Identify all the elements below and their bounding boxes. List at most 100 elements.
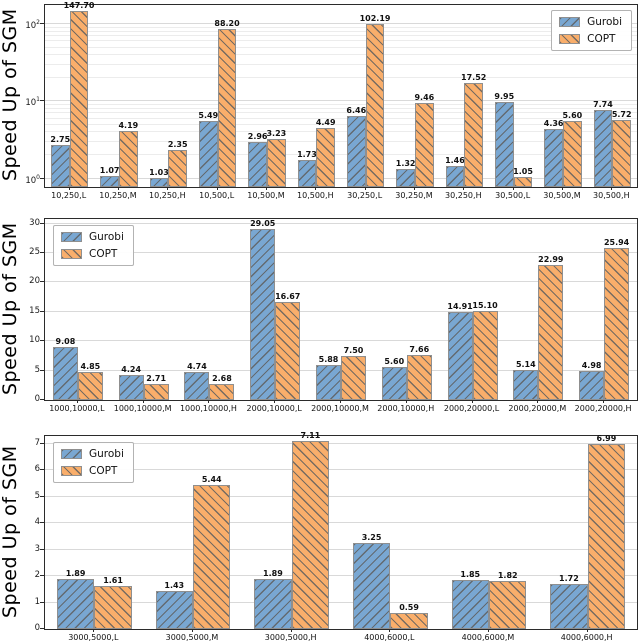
legend: Gurobi COPT xyxy=(551,10,632,51)
y-tick-mark xyxy=(40,399,44,400)
legend-label: Gurobi xyxy=(89,231,124,243)
y-tick-label: 0 xyxy=(34,394,40,404)
x-tick-label: 10,500,L xyxy=(199,191,235,200)
y-tick-mark xyxy=(40,548,44,550)
value-label: 2.35 xyxy=(167,139,188,149)
bar-copt xyxy=(193,485,231,629)
x-tick-mark xyxy=(512,187,514,190)
gridline xyxy=(45,177,637,179)
value-label: 1.73 xyxy=(297,150,317,160)
value-label: 4.36 xyxy=(543,119,564,129)
gridline xyxy=(45,154,637,156)
bar-copt xyxy=(415,103,434,187)
x-tick-label: 2000,10000,L xyxy=(246,404,302,413)
x-tick-label: 10,250,M xyxy=(99,191,137,200)
gridline xyxy=(45,495,637,497)
x-tick-mark xyxy=(216,187,218,190)
gridline xyxy=(45,548,637,550)
bar-gurobi xyxy=(56,579,95,629)
bar-gurobi xyxy=(52,346,78,400)
value-label: 5.60 xyxy=(384,357,405,367)
value-label: 4.19 xyxy=(118,120,139,130)
bar-gurobi xyxy=(447,312,473,400)
x-tick-mark xyxy=(603,400,605,403)
y-tick-label: 102 xyxy=(25,19,40,32)
value-label: 9.95 xyxy=(494,91,515,101)
bar-gurobi xyxy=(118,375,144,400)
gridline xyxy=(45,53,637,55)
bar-gurobi xyxy=(593,109,613,187)
gridline xyxy=(45,601,637,603)
gridline xyxy=(45,340,637,342)
x-tick-label: 1000,10000,L xyxy=(49,404,105,413)
bar-copt xyxy=(143,384,169,400)
x-tick-mark xyxy=(364,187,366,190)
x-tick-label: 4000,6000,L xyxy=(364,633,415,641)
x-tick-label: 10,500,H xyxy=(297,191,334,200)
y-tick-mark xyxy=(40,310,44,312)
value-label: 7.11 xyxy=(300,431,321,441)
y-tick-label: 100 xyxy=(25,173,40,186)
bar-gurobi xyxy=(254,579,292,629)
y-tick-label: 10 xyxy=(29,335,40,346)
legend-swatch-gurobi xyxy=(61,232,82,242)
gridline xyxy=(45,575,637,577)
value-label: 1.85 xyxy=(460,570,481,580)
x-tick-label: 3000,5000,H xyxy=(264,633,317,641)
x-tick-label: 2000,20000,L xyxy=(443,404,500,413)
bar-gurobi xyxy=(198,121,218,187)
bar-copt xyxy=(316,128,336,187)
legend-swatch-gurobi xyxy=(61,449,82,459)
gridline xyxy=(45,26,637,28)
bar-gurobi xyxy=(297,160,317,187)
bar-gurobi xyxy=(396,169,415,187)
value-label: 2.68 xyxy=(212,374,232,384)
y-tick-label: 2 xyxy=(34,570,40,581)
bar-gurobi xyxy=(155,591,193,629)
bar-gurobi xyxy=(352,543,391,629)
value-label: 1.89 xyxy=(65,569,86,579)
value-label: 1.05 xyxy=(513,166,533,176)
y-tick-label: 0 xyxy=(34,623,40,633)
bar-gurobi xyxy=(149,177,169,187)
gridline xyxy=(45,281,637,283)
y-tick-mark xyxy=(40,252,44,254)
legend-label: Gurobi xyxy=(587,16,622,28)
gridline xyxy=(45,252,637,254)
value-label: 22.99 xyxy=(538,254,564,264)
y-tick-mark xyxy=(40,281,44,283)
x-tick-label: 10,500,M xyxy=(247,191,285,200)
x-tick-mark xyxy=(586,629,588,632)
x-tick-mark xyxy=(414,187,415,190)
value-label: 102.19 xyxy=(359,13,391,23)
bar-gurobi xyxy=(184,372,210,400)
bar-gurobi xyxy=(250,229,276,400)
value-label: 1.43 xyxy=(164,581,185,591)
x-tick-label: 30,250,L xyxy=(347,191,383,200)
legend-swatch-copt xyxy=(559,34,581,44)
value-label: 4.24 xyxy=(121,365,142,375)
gridline xyxy=(45,46,637,48)
value-label: 5.60 xyxy=(562,110,583,120)
bar-gurobi xyxy=(248,142,267,187)
x-tick-label: 3000,5000,M xyxy=(165,633,219,641)
x-tick-mark xyxy=(290,629,292,632)
plot-area: 1.89 1.61 1.43 5.44 1.89 7.11 3.25 0.59 1.85 1.82… xyxy=(44,431,638,630)
bar-gurobi xyxy=(579,370,605,400)
legend-item: COPT xyxy=(61,248,124,260)
x-tick-mark xyxy=(142,400,144,403)
x-tick-label: 2000,20000,M xyxy=(508,404,567,413)
y-tick-mark xyxy=(40,469,44,471)
value-label: 4.49 xyxy=(315,118,336,128)
value-label: 1.32 xyxy=(395,159,416,169)
legend-item: Gurobi xyxy=(61,448,124,460)
value-label: 7.66 xyxy=(409,345,430,354)
y-tick-mark xyxy=(40,340,44,342)
x-tick-mark xyxy=(405,400,407,403)
x-tick-label: 10,250,L xyxy=(51,191,87,200)
x-tick-label: 2000,10000,M xyxy=(311,404,369,413)
y-tick-mark xyxy=(40,177,44,179)
x-tick-label: 3000,5000,L xyxy=(68,633,119,641)
value-label: 88.20 xyxy=(214,18,240,28)
